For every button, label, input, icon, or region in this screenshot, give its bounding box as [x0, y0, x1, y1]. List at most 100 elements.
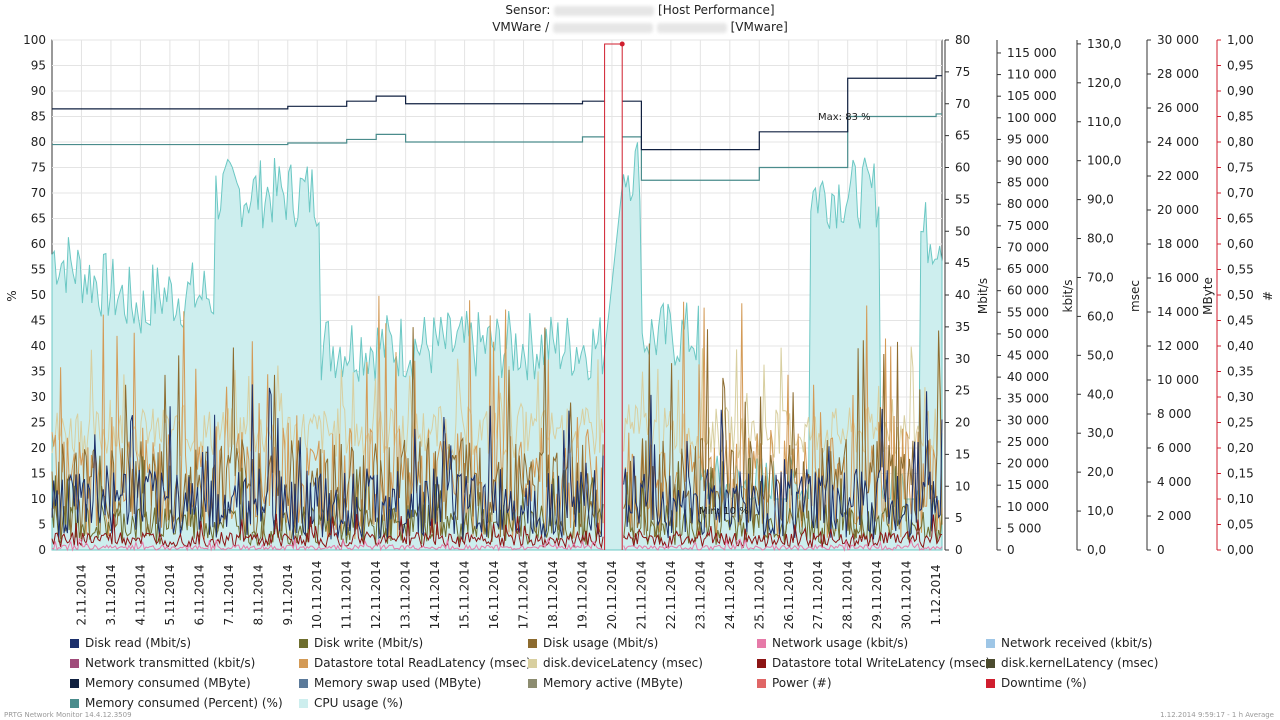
right-tick-label: 26 000: [1157, 101, 1199, 115]
right-tick-label: 0,20: [1227, 441, 1254, 455]
redacted-host-name: [552, 22, 653, 33]
legend-item: Disk usage (Mbit/s): [528, 636, 757, 650]
legend-item: Downtime (%): [986, 676, 1215, 690]
y-tick-label: 0: [38, 543, 46, 557]
right-tick-label: 60,0: [1087, 309, 1114, 323]
right-tick-label: 2 000: [1157, 509, 1191, 523]
right-tick-label: 10 000: [1007, 500, 1049, 514]
right-tick-label: 80 000: [1007, 197, 1049, 211]
legend-swatch: [299, 638, 308, 648]
right-tick-label: 4 000: [1157, 475, 1191, 489]
right-axis-label: MByte: [1201, 277, 1215, 315]
legend-label: Network transmitted (kbit/s): [85, 656, 256, 670]
right-tick-label: 0,75: [1227, 161, 1254, 175]
x-tick-label: 6.11.2014: [192, 564, 206, 625]
legend-item: Network usage (kbit/s): [757, 636, 986, 650]
y-tick-label: 20: [31, 441, 46, 455]
x-tick-label: 7.11.2014: [222, 564, 236, 625]
x-tick-label: 27.11.2014: [811, 561, 825, 630]
right-tick-label: 20: [955, 416, 970, 430]
right-tick-label: 0,55: [1227, 263, 1254, 277]
legend-label: CPU usage (%): [314, 696, 404, 710]
legend-swatch: [986, 678, 995, 688]
x-tick-label: 29.11.2014: [870, 561, 884, 630]
legend-label: Disk read (Mbit/s): [85, 636, 192, 650]
legend-item: Power (#): [757, 676, 986, 690]
right-tick-label: 65: [955, 129, 970, 143]
right-tick-label: 70 000: [1007, 240, 1049, 254]
y-tick-label: 15: [31, 467, 46, 481]
series-network-usage: [51, 537, 943, 552]
right-tick-label: 30 000: [1007, 413, 1049, 427]
right-tick-label: 40 000: [1007, 370, 1049, 384]
legend-swatch: [70, 658, 79, 668]
right-tick-label: 0: [1007, 543, 1015, 557]
right-tick-label: 5: [955, 511, 963, 525]
x-tick-label: 3.11.2014: [104, 564, 118, 625]
y-tick-label: 90: [31, 84, 46, 98]
y-tick-label: 10: [31, 492, 46, 506]
right-axis-label: msec: [1128, 280, 1142, 312]
x-tick-label: 17.11.2014: [517, 561, 531, 630]
right-tick-label: 22 000: [1157, 169, 1199, 183]
right-tick-label: 20,0: [1087, 465, 1114, 479]
annotation-max: Max: 83 %: [818, 112, 871, 123]
legend-swatch: [70, 678, 79, 688]
legend-swatch: [70, 698, 79, 708]
right-tick-label: 0,65: [1227, 212, 1254, 226]
legend-item: Memory consumed (MByte): [70, 676, 299, 690]
legend-label: Downtime (%): [1001, 676, 1087, 690]
right-tick-label: 25: [955, 384, 970, 398]
series-memory-consumed-mbyte: [52, 75, 942, 151]
x-tick-label: 26.11.2014: [782, 561, 796, 630]
y-tick-label: 100: [23, 33, 46, 47]
right-tick-label: 10 000: [1157, 373, 1199, 387]
right-tick-label: 0,85: [1227, 110, 1254, 124]
footer-timestamp: 1.12.2014 9:59:17 - 1 h Average: [1160, 711, 1274, 719]
series-disk-read: [51, 384, 943, 540]
legend-item: Memory swap used (MByte): [299, 676, 528, 690]
series-datastore-write-latency: [51, 513, 943, 550]
redacted-sensor-name: [554, 5, 655, 16]
right-tick-label: 0,25: [1227, 416, 1254, 430]
legend-item: Disk read (Mbit/s): [70, 636, 299, 650]
series-memory-consumed-percent: [52, 113, 942, 181]
right-tick-label: 5 000: [1007, 521, 1041, 535]
right-tick-label: 30 000: [1157, 33, 1199, 47]
x-tick-label: 24.11.2014: [723, 561, 737, 630]
right-tick-label: 35 000: [1007, 392, 1049, 406]
right-tick-label: 0,40: [1227, 339, 1254, 353]
x-tick-label: 4.11.2014: [133, 564, 147, 625]
right-tick-label: 0,30: [1227, 390, 1254, 404]
right-tick-label: 60: [955, 161, 970, 175]
x-tick-label: 28.11.2014: [841, 561, 855, 630]
right-tick-label: 0,05: [1227, 518, 1254, 532]
right-tick-label: 90 000: [1007, 154, 1049, 168]
y-tick-label: 60: [31, 237, 46, 251]
y-axis-label: %: [5, 290, 19, 301]
footer-version: PRTG Network Monitor 14.4.12.3509: [4, 711, 132, 719]
right-tick-label: 110 000: [1007, 68, 1057, 82]
x-tick-label: 22.11.2014: [664, 561, 678, 630]
right-tick-label: 20 000: [1007, 457, 1049, 471]
x-tick-label: 19.11.2014: [575, 561, 589, 630]
chart-title-line-1: Sensor: [Host Performance]: [0, 3, 1280, 17]
x-tick-label: 2.11.2014: [74, 564, 88, 625]
right-tick-label: 100,0: [1087, 154, 1121, 168]
right-tick-label: 45 000: [1007, 349, 1049, 363]
right-tick-label: 30: [955, 352, 970, 366]
right-tick-label: 70,0: [1087, 270, 1114, 284]
right-tick-label: 0,90: [1227, 84, 1254, 98]
series-disk-device-latency: [51, 346, 943, 459]
right-tick-label: 0: [1157, 543, 1165, 557]
legend-swatch: [757, 658, 766, 668]
chart-title-line-2: VMWare / [VMware]: [0, 20, 1280, 34]
right-tick-label: 40: [955, 288, 970, 302]
right-axis-label: kbit/s: [1061, 280, 1075, 313]
legend-swatch: [70, 638, 79, 648]
right-tick-label: 10: [955, 479, 970, 493]
right-tick-label: 14 000: [1157, 305, 1199, 319]
right-tick-label: 100 000: [1007, 111, 1057, 125]
right-tick-label: 35: [955, 320, 970, 334]
